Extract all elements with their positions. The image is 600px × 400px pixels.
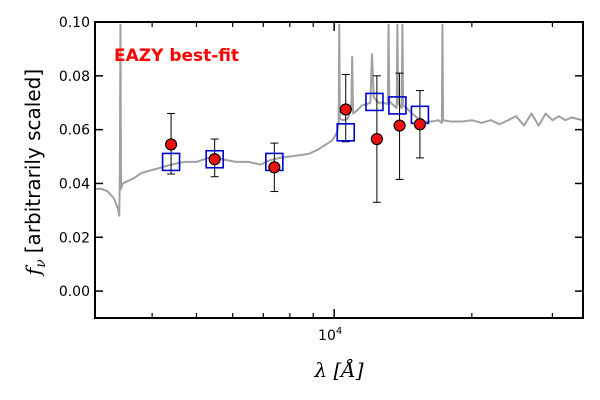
observed-point-3 xyxy=(339,103,352,116)
y-tick-label-0: 0.00 xyxy=(59,284,90,300)
plot-frame xyxy=(94,21,584,319)
y-tick-label-4: 0.08 xyxy=(59,69,90,85)
observed-point-2 xyxy=(268,161,281,174)
observed-point-6 xyxy=(413,118,427,131)
x-tick-label-0: 104 xyxy=(318,326,342,344)
model-point-4 xyxy=(365,92,384,112)
observed-point-5 xyxy=(393,119,406,132)
observed-point-4 xyxy=(370,132,383,146)
model-point-5 xyxy=(388,96,407,115)
axis-ticks-layer xyxy=(95,21,583,318)
model-photometry-layer xyxy=(161,92,430,172)
y-axis-label-subscript: ν xyxy=(33,259,49,268)
model-point-1 xyxy=(205,149,224,169)
y-tick-label-3: 0.06 xyxy=(59,123,90,139)
observed-point-1 xyxy=(208,153,221,166)
annotation-label: EAZY best-fit xyxy=(114,46,239,66)
x-axis-label: λ [Å] xyxy=(313,357,363,382)
model-point-0 xyxy=(161,152,181,172)
y-tick-label-5: 0.10 xyxy=(59,15,90,31)
x-tick-label-base: 10 xyxy=(318,328,336,344)
tick-labels-layer: 0.00 0.02 0.04 0.06 0.08 0.10 104 xyxy=(59,15,342,344)
y-tick-label-2: 0.04 xyxy=(59,176,90,192)
error-bars-layer xyxy=(167,72,424,203)
y-axis-label: fν[arbitrarily scaled] xyxy=(21,69,49,277)
observed-photometry-layer xyxy=(164,103,427,174)
model-point-3 xyxy=(336,123,356,142)
observed-point-0 xyxy=(164,138,178,151)
y-axis-label-text: [arbitrarily scaled] xyxy=(21,69,45,253)
x-tick-label-exponent: 4 xyxy=(336,326,342,337)
y-tick-label-1: 0.02 xyxy=(59,230,90,246)
